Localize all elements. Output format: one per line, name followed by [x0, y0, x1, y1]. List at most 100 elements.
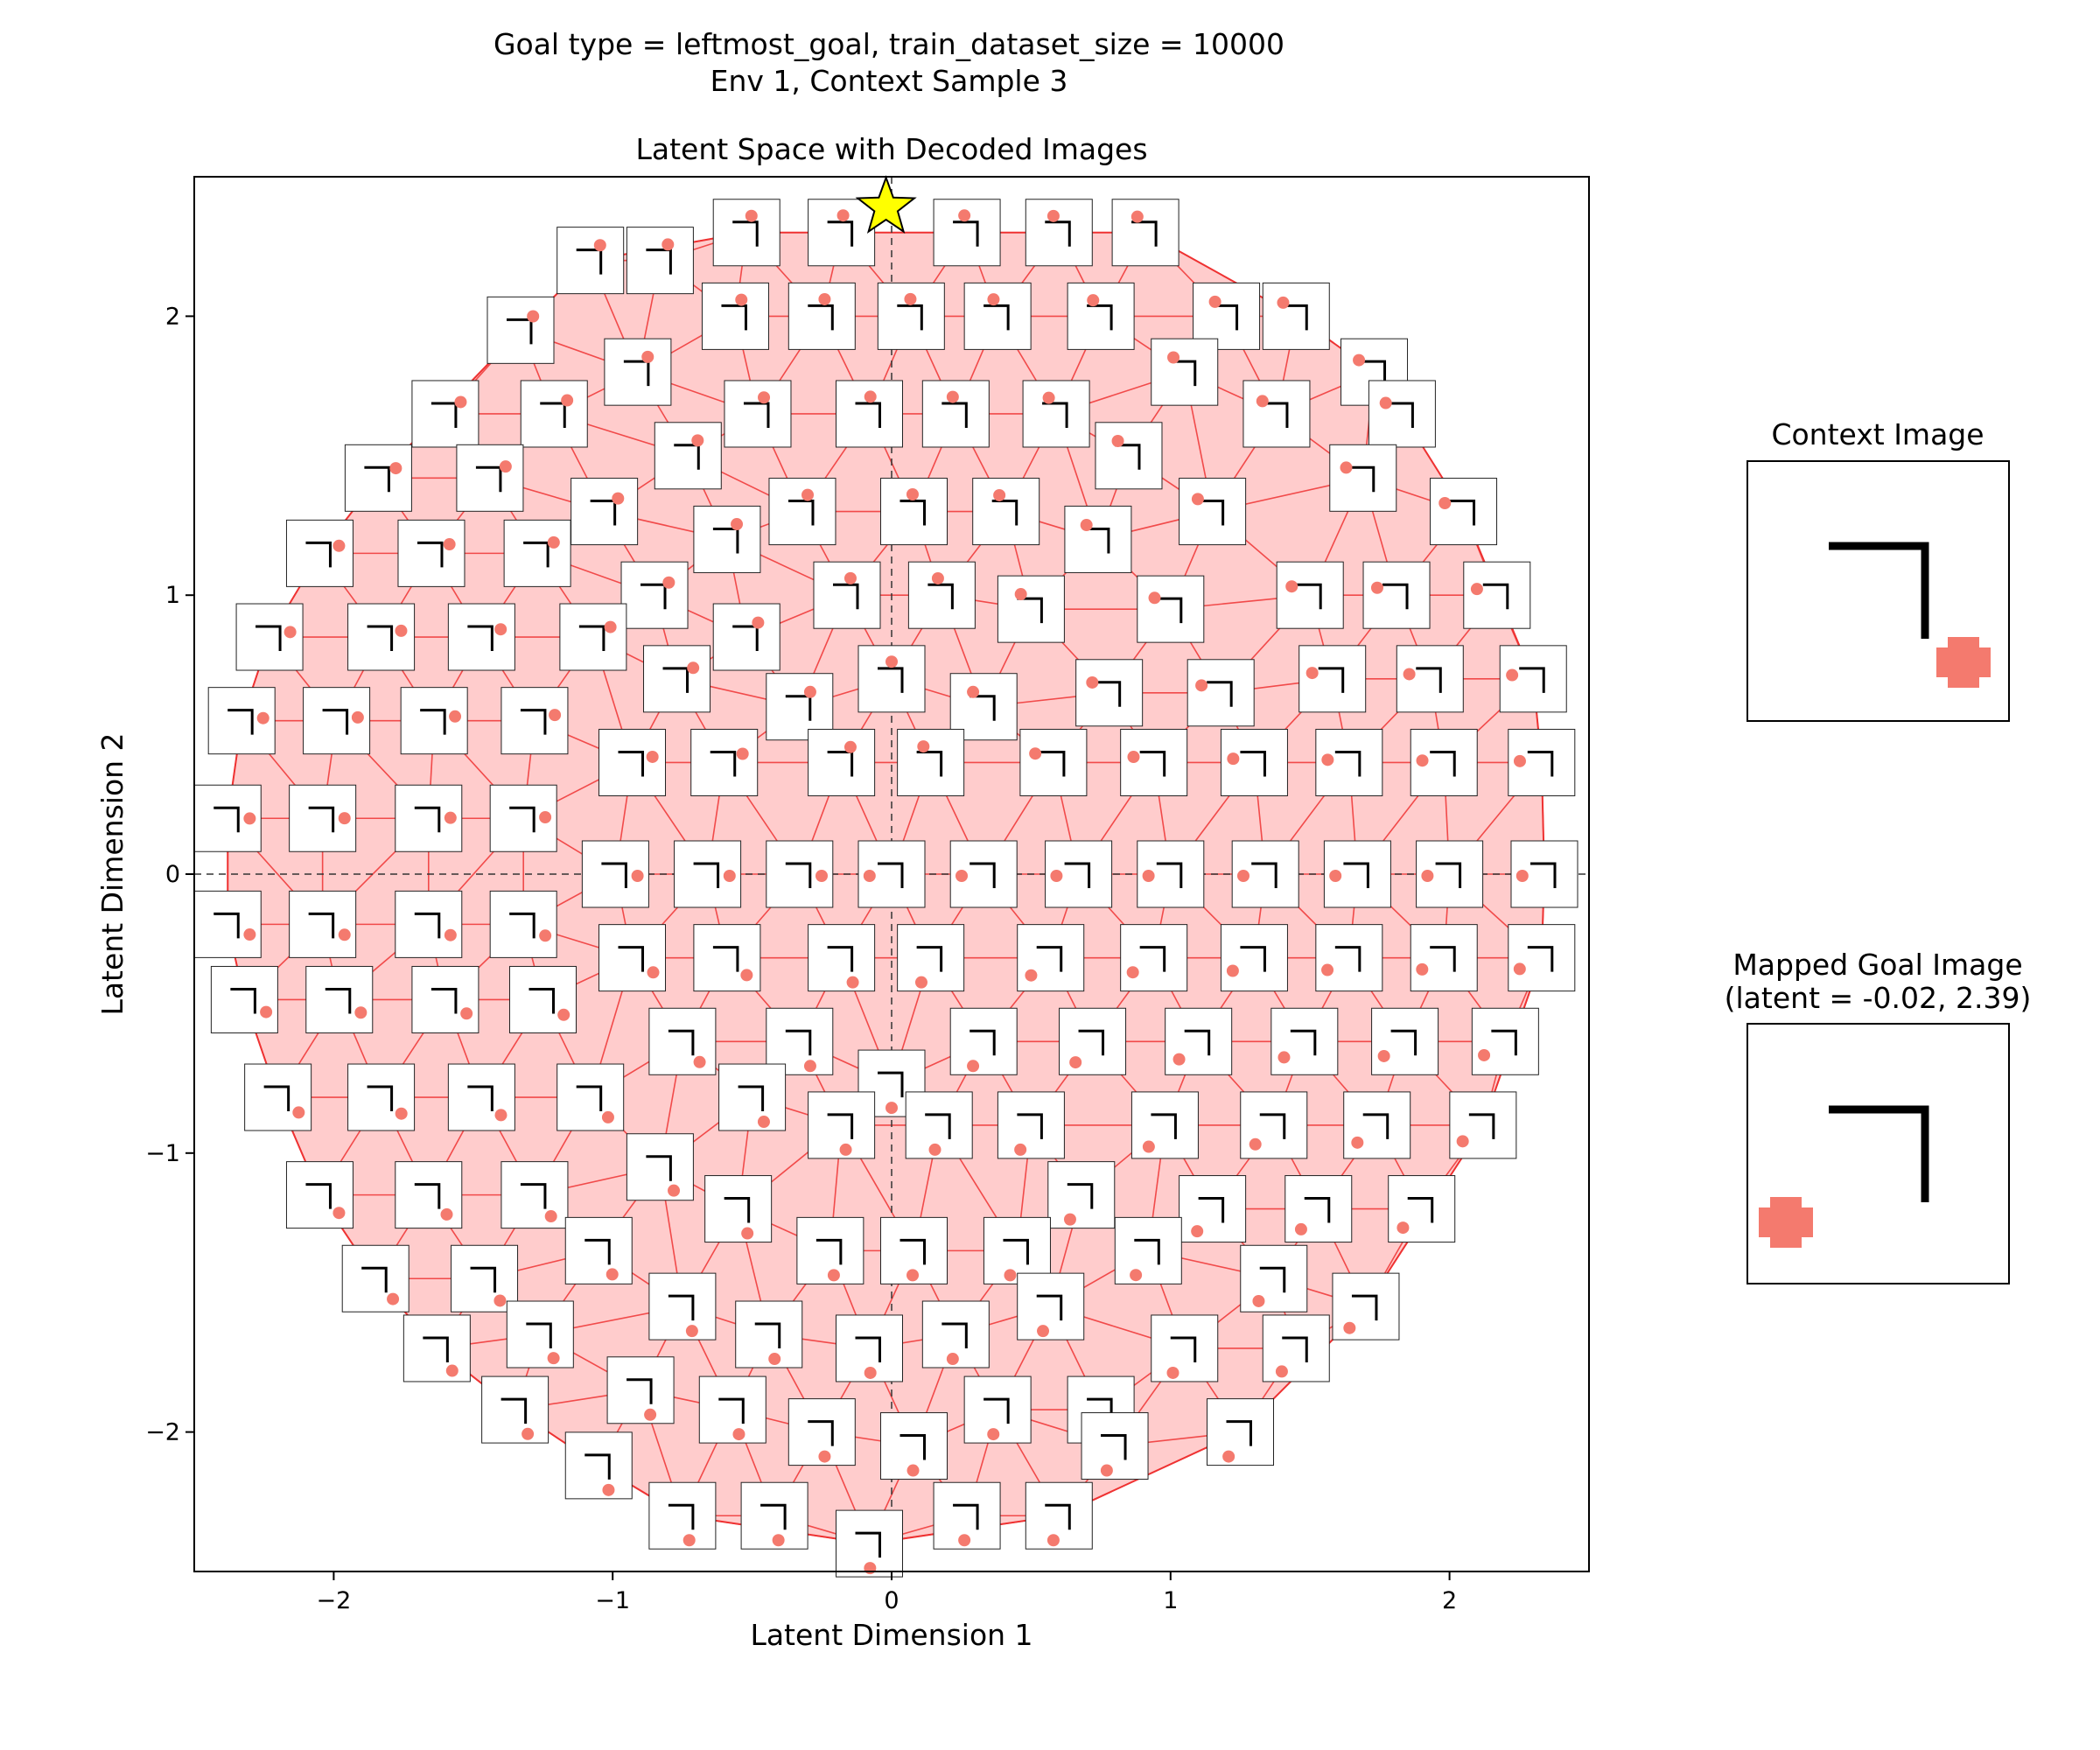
wall-icon	[710, 750, 737, 777]
wall-icon	[228, 709, 254, 735]
wall-icon	[855, 1531, 881, 1558]
agent-dot-icon	[243, 812, 256, 825]
wall-icon	[230, 987, 256, 1014]
wall-icon	[584, 1453, 611, 1480]
wall-icon	[668, 1029, 695, 1056]
agent-dot-icon	[1086, 676, 1099, 689]
decoded-image-tile	[1120, 728, 1188, 796]
wall-icon	[1334, 750, 1362, 777]
wall-icon	[1348, 466, 1376, 493]
agent-dot-icon	[1080, 519, 1093, 532]
wall-icon	[214, 912, 240, 939]
decoded-image-tile	[1332, 1272, 1400, 1340]
agent-dot-icon	[1329, 870, 1342, 882]
context-panel-title: Context Image	[1771, 417, 1984, 452]
agent-dot-icon	[1256, 395, 1269, 408]
decoded-image-tile	[1463, 561, 1531, 629]
agent-dot-icon	[1046, 1534, 1060, 1547]
agent-dot-icon	[1037, 1325, 1050, 1338]
agent-dot-icon	[827, 1269, 840, 1282]
agent-dot-icon	[641, 350, 654, 363]
wall-icon	[693, 862, 720, 888]
agent-dot-icon	[1191, 493, 1204, 506]
wall-icon	[1083, 527, 1110, 554]
agent-dot-icon	[557, 1008, 570, 1021]
decoded-image-tile	[1045, 840, 1113, 908]
agent-dot-icon	[839, 1143, 852, 1156]
decoded-image-tile	[506, 1300, 574, 1368]
wall-icon	[1212, 304, 1239, 331]
agent-dot-icon	[1275, 1365, 1288, 1378]
goal-agent-dot-icon	[1759, 1197, 1813, 1248]
decoded-image-tile	[963, 282, 1032, 350]
decoded-image-tile	[963, 1376, 1032, 1444]
agent-dot-icon	[863, 870, 876, 882]
agent-dot-icon	[644, 1408, 657, 1421]
wall-icon	[897, 304, 923, 331]
wall-icon	[1388, 402, 1414, 428]
wall-icon	[878, 667, 904, 693]
wall-icon	[1017, 1113, 1043, 1139]
agent-dot-icon	[1014, 1143, 1027, 1156]
wall-icon	[855, 402, 881, 428]
wall-icon	[760, 1503, 787, 1530]
decoded-image-tile	[1343, 1091, 1411, 1159]
decoded-image-tile	[949, 1007, 1018, 1075]
y-tick-label: −1	[145, 1140, 180, 1167]
wall-icon	[1360, 360, 1387, 387]
wall-icon	[1114, 444, 1141, 470]
wall-icon	[1198, 500, 1225, 526]
decoded-image-tile	[1186, 659, 1255, 727]
agent-dot-icon	[243, 928, 256, 942]
wall-icon	[970, 862, 996, 888]
decoded-image-tile	[648, 1481, 717, 1550]
wall-icon	[1170, 360, 1197, 387]
suptitle-line2: Env 1, Context Sample 3	[710, 64, 1068, 98]
decoded-image-tile	[503, 519, 571, 587]
wall-icon	[1045, 1503, 1071, 1530]
decoded-image-tile	[813, 561, 881, 629]
wall-icon	[925, 1113, 951, 1139]
decoded-image-tile	[285, 519, 354, 587]
decoded-image-tile	[1240, 1244, 1308, 1312]
decoded-image-tile	[808, 924, 876, 992]
wall-icon	[754, 1322, 781, 1349]
decoded-image-tile	[1410, 924, 1478, 992]
decoded-image-tile	[693, 924, 761, 992]
wall-icon	[953, 1503, 979, 1530]
wall-icon	[1282, 304, 1308, 331]
decoded-image-tile	[581, 840, 649, 908]
wall-icon	[467, 1085, 494, 1112]
agent-dot-icon	[1014, 588, 1027, 601]
decoded-image-tile	[447, 1063, 515, 1131]
goal-wall-icon	[1829, 1105, 1929, 1202]
decoded-image-tile	[564, 1216, 633, 1284]
wall-icon	[827, 946, 854, 972]
agent-dot-icon	[1306, 667, 1319, 680]
y-tick-label: 1	[165, 582, 180, 609]
agent-dot-icon	[844, 571, 857, 584]
goal-panel-title-line2: (latent = -0.02, 2.39)	[1725, 981, 2032, 1015]
decoded-image-tile	[210, 965, 278, 1033]
decoded-image-tile	[1114, 1216, 1182, 1284]
wall-icon	[668, 1294, 695, 1321]
decoded-image-tile	[344, 444, 412, 512]
agent-dot-icon	[440, 1208, 453, 1221]
agent-dot-icon	[602, 1483, 615, 1496]
wall-icon	[928, 583, 954, 610]
decoded-image-tile	[1499, 645, 1567, 713]
wall-icon	[721, 304, 747, 331]
decoded-image-tile	[570, 478, 639, 546]
agent-dot-icon	[1042, 391, 1055, 404]
agent-dot-icon	[338, 928, 351, 942]
agent-dot-icon	[886, 1102, 898, 1115]
decoded-image-tile	[620, 561, 689, 629]
decoded-image-tile	[556, 227, 625, 295]
wall-icon	[1095, 681, 1122, 707]
wall-icon	[1416, 667, 1442, 693]
wall-icon	[827, 220, 854, 247]
agent-dot-icon	[987, 1428, 1000, 1441]
agent-dot-icon	[864, 1562, 877, 1575]
agent-dot-icon	[1278, 1051, 1291, 1064]
y-tick-label: −2	[145, 1419, 180, 1446]
